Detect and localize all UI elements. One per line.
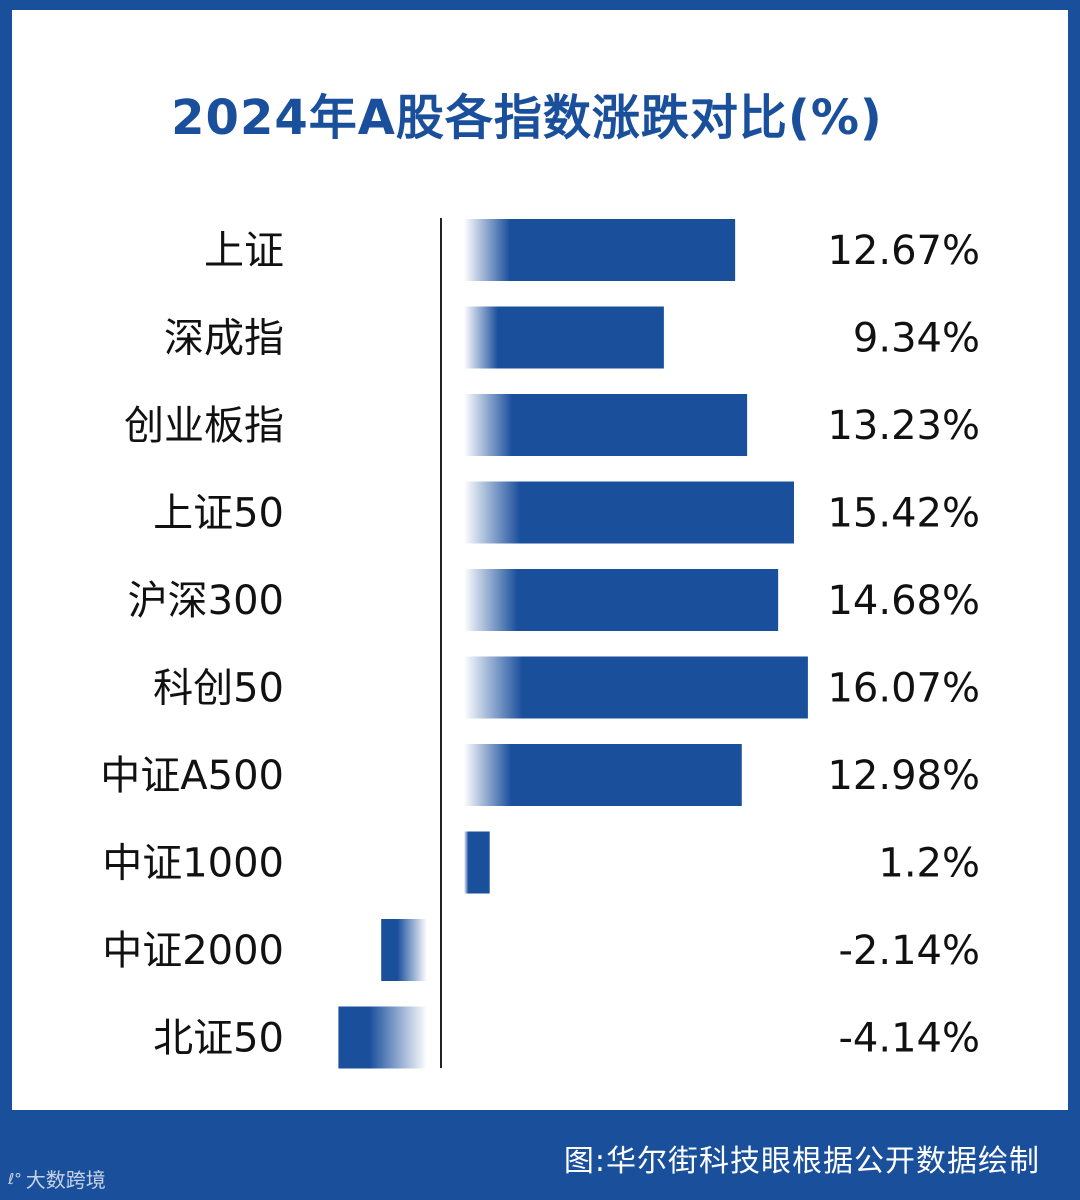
value-label: 13.23% xyxy=(827,403,980,449)
value-label: 9.34% xyxy=(853,316,980,362)
category-label: 科创50 xyxy=(153,666,284,712)
value-label: 12.98% xyxy=(827,753,980,799)
bar xyxy=(464,394,748,456)
bar-chart: 上证 12.67% 深成指 9.34% 创业板指 13.23% 上证50 15.42% 沪深30… xyxy=(100,218,980,1069)
bar xyxy=(464,831,490,894)
category-label: 中证2000 xyxy=(102,928,284,974)
bar xyxy=(338,1006,427,1069)
value-label: 16.07% xyxy=(827,666,980,712)
watermark-logo-icon: ℓ° xyxy=(8,1169,22,1188)
category-label: 创业板指 xyxy=(124,403,284,449)
category-label: 深成指 xyxy=(164,316,284,362)
category-label: 沪深300 xyxy=(128,578,284,624)
value-label: 12.67% xyxy=(827,228,980,274)
bar xyxy=(464,744,742,806)
chart-title: 2024年A股各指数涨跌对比(%) xyxy=(171,90,883,146)
bar xyxy=(464,656,808,719)
source-note: 图:华尔街科技眼根据公开数据绘制 xyxy=(563,1144,1040,1179)
category-label: 中证1000 xyxy=(102,841,284,887)
category-label: 中证A500 xyxy=(100,753,284,799)
value-label: 14.68% xyxy=(827,578,980,624)
watermark-text: 大数跨境 xyxy=(25,1168,106,1192)
category-label: 北证50 xyxy=(153,1016,284,1062)
category-label: 上证50 xyxy=(153,491,284,537)
bar xyxy=(464,306,664,369)
category-label: 上证 xyxy=(204,228,284,274)
bar xyxy=(381,919,427,981)
chart-panel: 2024年A股各指数涨跌对比(%) xyxy=(12,10,1068,1110)
value-label: 1.2% xyxy=(878,841,980,887)
value-label: 15.42% xyxy=(827,491,980,537)
bar xyxy=(464,219,736,281)
value-label: -2.14% xyxy=(838,928,980,974)
watermark: ℓ° 大数跨境 xyxy=(8,1164,106,1193)
bar xyxy=(464,569,779,631)
value-label: -4.14% xyxy=(838,1016,980,1062)
bar xyxy=(464,481,794,544)
